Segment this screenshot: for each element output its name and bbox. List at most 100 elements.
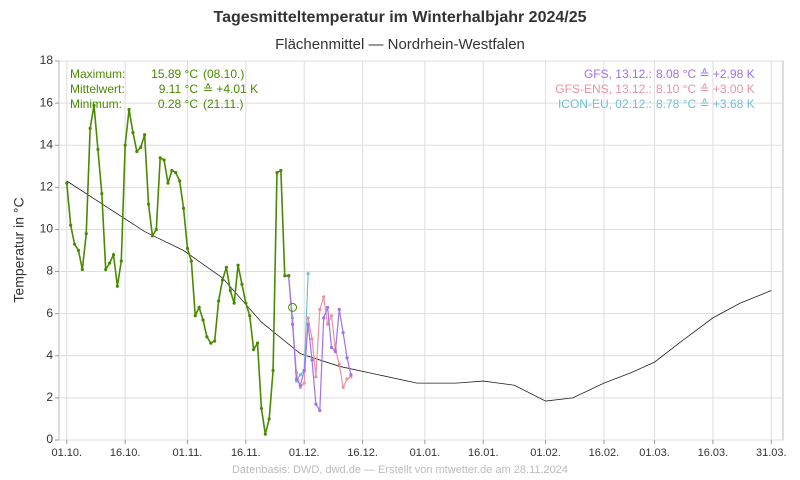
y-tick-label: 10: [40, 222, 54, 236]
y-tick-label: 16: [40, 95, 54, 109]
point: [244, 301, 248, 305]
footer: Datenbasis: DWD, dwd.de — Erstellt von m…: [232, 464, 568, 476]
point: [154, 227, 158, 232]
point: [306, 322, 310, 326]
point: [146, 202, 151, 206]
stat-label: Minimum:: [70, 97, 122, 111]
point: [298, 383, 302, 387]
point: [302, 381, 306, 385]
point: [314, 402, 318, 406]
x-tick-label: 16.10.: [110, 447, 141, 459]
point: [224, 265, 228, 269]
point: [216, 299, 221, 303]
point: [232, 301, 236, 305]
point: [228, 288, 232, 293]
point: [314, 375, 318, 379]
x-tick-label: 16.03.: [698, 447, 729, 459]
point: [341, 331, 345, 335]
point: [205, 335, 209, 339]
stat-label: Mittelwert:: [70, 82, 125, 96]
point: [236, 263, 240, 267]
point: [92, 103, 96, 108]
legend-label: GFS-ENS, 13.12.:: [555, 82, 652, 96]
point: [76, 248, 81, 253]
x-tick-label: 01.01.: [410, 447, 441, 459]
highlight-point: [288, 302, 298, 312]
point: [325, 305, 330, 309]
point: [345, 356, 349, 360]
point: [72, 242, 77, 246]
point: [298, 373, 302, 377]
point: [111, 253, 116, 257]
x-tick-label: 16.02.: [589, 447, 620, 459]
point: [287, 274, 291, 278]
point: [189, 259, 193, 263]
x-tick-label: 01.03.: [639, 447, 670, 459]
x-tick-label: 01.11.: [173, 447, 203, 459]
point: [170, 168, 174, 173]
point: [115, 284, 119, 288]
point: [333, 349, 337, 354]
point: [88, 126, 92, 130]
point: [65, 181, 69, 185]
stat-note: (21.11.): [203, 97, 243, 111]
point: [162, 158, 166, 162]
point: [193, 314, 197, 318]
point: [306, 272, 310, 276]
point: [255, 341, 260, 345]
y-tick-label: 8: [46, 264, 53, 278]
point: [104, 267, 108, 272]
chart-subtitle: Flächenmittel — Nordrhein-Westfalen: [275, 36, 525, 53]
point: [271, 368, 275, 373]
point: [259, 406, 264, 411]
x-tick-label: 16.11.: [231, 447, 261, 459]
series-line: [65, 105, 289, 435]
point: [329, 345, 334, 349]
point: [248, 314, 252, 318]
y-tick-label: 18: [40, 53, 54, 67]
point: [96, 147, 100, 152]
stat-note: (08.10.): [203, 67, 244, 81]
stat-label: Maximum:: [70, 67, 125, 81]
point: [325, 322, 330, 326]
point: [139, 145, 143, 149]
point: [197, 305, 201, 309]
point: [143, 133, 147, 137]
point: [174, 170, 178, 175]
x-tick-label: 01.10.: [51, 447, 82, 459]
legend-label: GFS, 13.12.:: [584, 67, 652, 81]
y-tick-label: 14: [40, 137, 54, 151]
point: [322, 295, 326, 299]
x-tick-label: 16.12.: [347, 447, 378, 459]
legend-summary: 8.08 °C ≙ +2.98 K: [656, 67, 755, 81]
stat-note: ≙ +4.01 K: [203, 82, 258, 96]
chart-title: Tagesmitteltemperatur im Winterhalbjahr …: [213, 9, 586, 26]
point: [306, 316, 310, 320]
point: [178, 179, 182, 183]
point: [329, 314, 334, 318]
point: [166, 181, 170, 185]
point: [302, 368, 306, 373]
point: [349, 373, 353, 377]
point: [240, 282, 244, 286]
point: [310, 358, 314, 362]
point: [84, 232, 88, 236]
y-axis-label: Temperatur in °C: [11, 197, 27, 302]
point: [310, 337, 314, 341]
point: [69, 223, 73, 227]
point: [80, 267, 84, 272]
series-line: [66, 180, 772, 402]
y-tick-label: 4: [46, 348, 53, 362]
point: [127, 107, 131, 112]
point: [290, 322, 295, 326]
point: [201, 318, 205, 322]
point: [131, 130, 135, 135]
point: [341, 385, 345, 389]
point: [100, 192, 104, 196]
point: [252, 347, 256, 352]
point: [337, 362, 341, 366]
point: [322, 316, 326, 320]
point: [213, 339, 217, 343]
